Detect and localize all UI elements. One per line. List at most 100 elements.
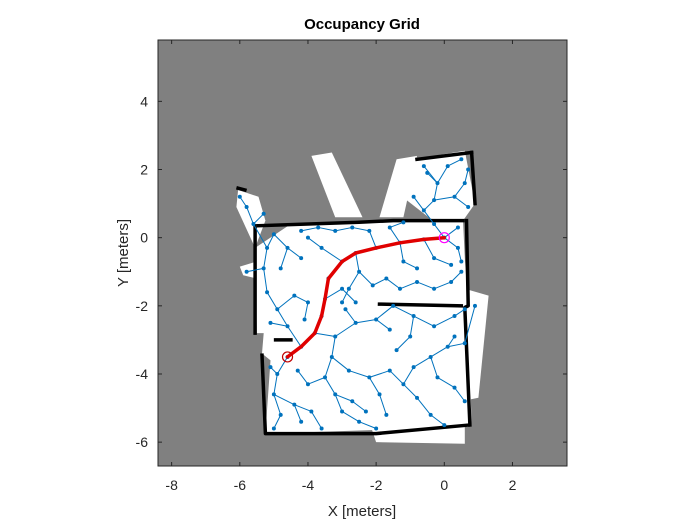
tree-node: [466, 204, 471, 209]
tree-node: [421, 164, 426, 169]
tree-edge: [331, 336, 336, 358]
tree-edge: [403, 383, 418, 399]
tree-edge: [413, 315, 435, 327]
tree-edge: [335, 226, 353, 232]
tree-edge: [457, 247, 462, 262]
tree-edge: [246, 206, 254, 225]
tree-edge: [331, 356, 350, 371]
tree-edge: [464, 169, 469, 184]
tree-edge: [273, 394, 282, 416]
occupied-wall: [415, 150, 474, 162]
tree-edge: [239, 196, 248, 208]
tree-edge: [403, 261, 418, 269]
tree-node: [302, 317, 307, 322]
x-tick-label: -4: [302, 477, 315, 493]
tree-edge: [273, 414, 282, 429]
tree-node: [319, 426, 324, 431]
tree-edge: [464, 305, 476, 344]
tree-node: [363, 409, 368, 414]
tree-edge: [293, 404, 302, 422]
tree-node: [459, 259, 464, 264]
tree-node: [268, 320, 273, 325]
tree-edge: [447, 336, 455, 347]
tree-edge: [433, 196, 455, 201]
tree-edge: [273, 233, 288, 249]
tree-edge: [324, 288, 343, 300]
tree-edge: [444, 237, 459, 249]
tree-edge: [386, 278, 401, 290]
y-tick-label: 2: [140, 162, 148, 178]
tree-edge: [430, 414, 445, 426]
chart-title: Occupancy Grid: [304, 16, 420, 33]
tree-edge: [324, 356, 333, 378]
x-axis-label: X [meters]: [328, 503, 396, 520]
tree-node: [299, 228, 304, 233]
tree-edge: [324, 377, 336, 395]
tree-edge: [294, 295, 309, 303]
tree-node: [340, 300, 345, 305]
tree-edge: [352, 226, 370, 232]
tree-edge: [287, 247, 302, 259]
tree-node: [387, 327, 392, 332]
free-space-region: [406, 150, 475, 221]
y-tick-label: -2: [136, 298, 149, 314]
tree-edge: [368, 230, 377, 249]
tree-node: [244, 269, 249, 274]
plot-frame: [157, 39, 568, 467]
tree-edge: [358, 271, 374, 286]
x-tick-label: -2: [370, 477, 383, 493]
tree-edge: [266, 234, 275, 249]
tree-edge: [437, 376, 455, 389]
tree-edge: [389, 370, 404, 385]
y-tick-label: 0: [140, 230, 148, 246]
tree-node: [472, 303, 477, 308]
tree-edge: [301, 226, 319, 232]
occupancy-map: [235, 150, 489, 444]
tree-node: [384, 412, 389, 417]
tree-node: [374, 426, 379, 431]
tree-edge: [372, 278, 387, 286]
y-tick-label: -4: [136, 366, 149, 382]
tree-edge: [355, 252, 360, 272]
tree-node: [452, 334, 457, 339]
tree-edge: [423, 165, 438, 184]
x-tick-label: -8: [165, 477, 178, 493]
tree-edge: [334, 322, 356, 337]
y-tick-label: 4: [140, 93, 148, 109]
tree-edge: [437, 165, 449, 184]
tree-edge: [341, 411, 360, 423]
tree-edge: [450, 271, 462, 283]
tree-edge: [252, 223, 268, 249]
tree-edge: [246, 267, 264, 273]
tree-edge: [430, 346, 448, 358]
tree-edge: [413, 196, 425, 211]
occupied-wall: [235, 186, 248, 193]
goal-marker: [438, 232, 450, 244]
tree-node: [442, 423, 447, 428]
y-axis-label: Y [meters]: [115, 219, 132, 287]
tree-edge: [348, 370, 370, 378]
tree-edge: [368, 377, 380, 395]
x-tick-label: -6: [234, 477, 247, 493]
occupied-wall: [463, 218, 472, 427]
free-space-region: [255, 220, 472, 434]
occupied-wall: [260, 353, 471, 436]
tree-edge: [276, 356, 288, 375]
tree-node: [278, 266, 283, 271]
tree-node: [261, 211, 266, 216]
tree-edge: [335, 393, 353, 402]
tree-node: [415, 266, 420, 271]
tree-edge: [423, 239, 435, 259]
tree-edge: [433, 183, 438, 201]
tree-node: [271, 426, 276, 431]
tree-edge: [454, 182, 466, 198]
planned-path: [285, 235, 447, 359]
tree-edge: [433, 315, 455, 327]
tree-node: [305, 235, 310, 240]
tree-edge: [369, 370, 390, 378]
tree-edge: [399, 281, 418, 290]
tree-node: [299, 256, 304, 261]
tree-edge: [304, 302, 309, 320]
tree-node: [462, 307, 467, 312]
